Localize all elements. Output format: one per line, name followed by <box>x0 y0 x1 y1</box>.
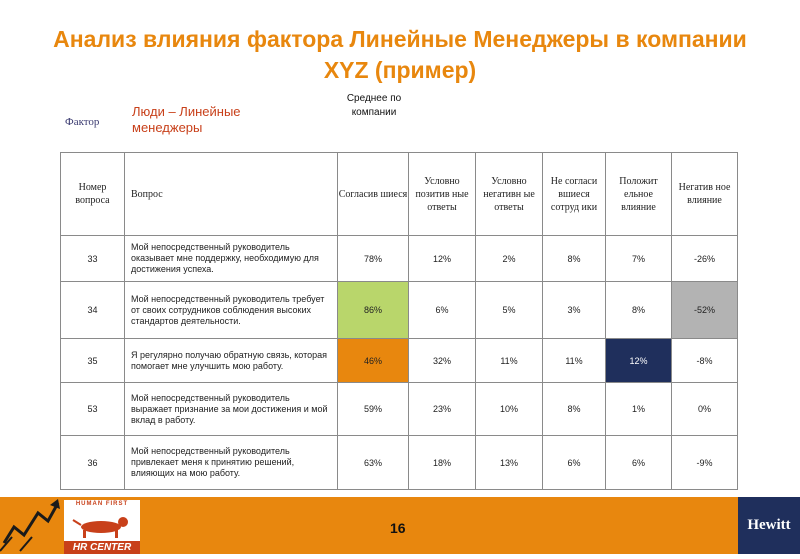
question-number: 53 <box>60 382 125 436</box>
question-number: 36 <box>60 435 125 490</box>
disagree-value: 8% <box>542 235 606 282</box>
col-header-conditionally-negative: Условно негативн ые ответы <box>475 152 543 236</box>
positive-impact-value: 8% <box>605 281 672 339</box>
trend-arrow-logo <box>0 497 62 554</box>
negative-value: 11% <box>475 338 543 383</box>
question-text: Мой непосредственный руководитель оказыв… <box>124 235 338 282</box>
positive-impact-value: 6% <box>605 435 672 490</box>
negative-impact-value: 0% <box>671 382 738 436</box>
table-row: 35 Я регулярно получаю обратную связь, к… <box>60 338 738 383</box>
agree-value: 63% <box>337 435 409 490</box>
negative-impact-value: -8% <box>671 338 738 383</box>
col-header-disagree: Не согласи вшиеся сотруд ики <box>542 152 606 236</box>
survey-table: Номер вопроса Вопрос Согласив шиеся Усло… <box>60 152 738 490</box>
positive-value: 23% <box>408 382 476 436</box>
agree-value: 78% <box>337 235 409 282</box>
question-text: Мой непосредственный руководитель привле… <box>124 435 338 490</box>
negative-value: 10% <box>475 382 543 436</box>
dachshund-icon <box>72 517 128 538</box>
col-header-positive-impact: Положит ельное влияние <box>605 152 672 236</box>
positive-value: 32% <box>408 338 476 383</box>
disagree-value: 11% <box>542 338 606 383</box>
disagree-value: 8% <box>542 382 606 436</box>
negative-value: 2% <box>475 235 543 282</box>
positive-impact-value: 7% <box>605 235 672 282</box>
positive-impact-value: 1% <box>605 382 672 436</box>
col-header-question: Вопрос <box>124 152 338 236</box>
question-number: 33 <box>60 235 125 282</box>
negative-impact-value: -26% <box>671 235 738 282</box>
hr-logo-brand: HR CENTER <box>64 541 140 554</box>
negative-impact-value-highlight: -52% <box>671 281 738 339</box>
question-text: Я регулярно получаю обратную связь, кото… <box>124 338 338 383</box>
col-header-negative-impact: Негатив ное влияние <box>671 152 738 236</box>
agree-value-highlight: 86% <box>337 281 409 339</box>
negative-value: 13% <box>475 435 543 490</box>
table-row: 34 Мой непосредственный руководитель тре… <box>60 281 738 339</box>
hr-center-logo: HUMAN FIRST HR CENTER <box>64 500 140 554</box>
agree-value-highlight: 46% <box>337 338 409 383</box>
negative-value: 5% <box>475 281 543 339</box>
table-header-row: Номер вопроса Вопрос Согласив шиеся Усло… <box>60 152 738 236</box>
question-number: 35 <box>60 338 125 383</box>
positive-impact-value-highlight: 12% <box>605 338 672 383</box>
trend-arrow-icon <box>0 499 60 552</box>
question-number: 34 <box>60 281 125 339</box>
table-row: 36 Мой непосредственный руководитель при… <box>60 435 738 490</box>
slide-title: Анализ влияния фактора Линейные Менеджер… <box>53 26 747 83</box>
question-text: Мой непосредственный руководитель требуе… <box>124 281 338 339</box>
page-number: 16 <box>390 520 406 536</box>
disagree-value: 3% <box>542 281 606 339</box>
col-header-agree: Согласив шиеся <box>337 152 409 236</box>
col-header-conditionally-positive: Условно позитив ные ответы <box>408 152 476 236</box>
company-average-header: Среднее по компании <box>346 93 402 118</box>
col-header-number: Номер вопроса <box>60 152 125 236</box>
question-text: Мой непосредственный руководитель выража… <box>124 382 338 436</box>
hr-logo-tagline: HUMAN FIRST <box>75 501 129 507</box>
hewitt-logo: Hewitt <box>738 497 800 554</box>
disagree-value: 6% <box>542 435 606 490</box>
positive-value: 12% <box>408 235 476 282</box>
table-row: 33 Мой непосредственный руководитель ока… <box>60 235 738 282</box>
agree-value: 59% <box>337 382 409 436</box>
table-row: 53 Мой непосредственный руководитель выр… <box>60 382 738 436</box>
positive-value: 6% <box>408 281 476 339</box>
negative-impact-value: -9% <box>671 435 738 490</box>
positive-value: 18% <box>408 435 476 490</box>
factor-label: Фактор <box>65 116 100 128</box>
factor-value: Люди – Линейные менеджеры <box>132 104 241 135</box>
